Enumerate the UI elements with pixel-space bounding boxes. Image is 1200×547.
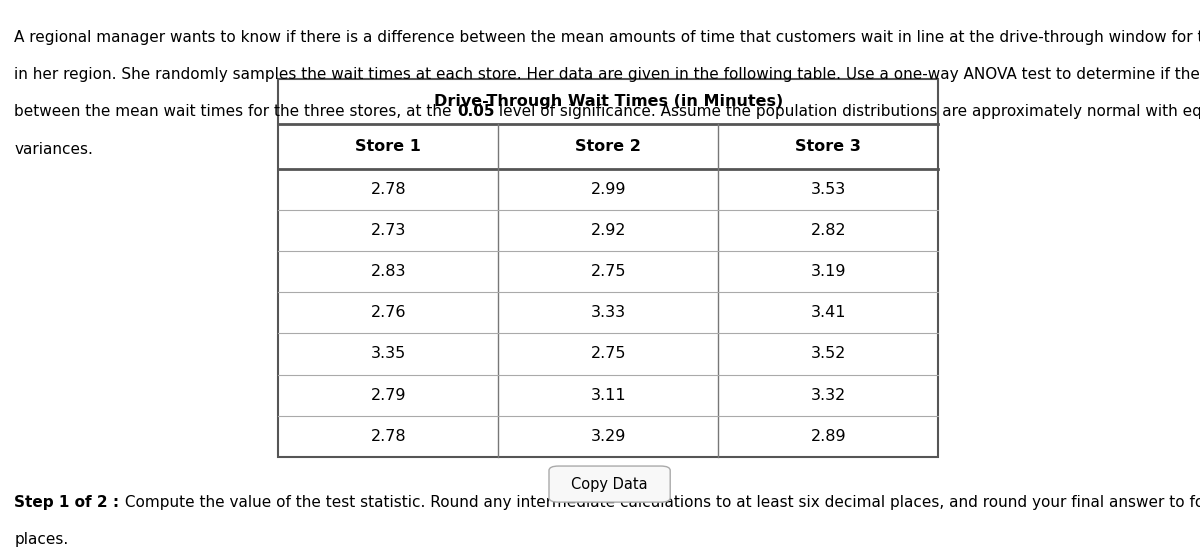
Text: Copy Data: Copy Data	[571, 476, 648, 492]
Text: variances.: variances.	[14, 142, 94, 156]
Text: between the mean wait times for the three stores, at the: between the mean wait times for the thre…	[14, 104, 457, 119]
Text: 2.76: 2.76	[371, 305, 406, 321]
Text: A regional manager wants to know if there is a difference between the mean amoun: A regional manager wants to know if ther…	[14, 30, 1200, 45]
Text: 2.82: 2.82	[810, 223, 846, 238]
Text: Store 1: Store 1	[355, 139, 421, 154]
Text: 2.79: 2.79	[371, 388, 406, 403]
Text: 3.41: 3.41	[811, 305, 846, 321]
Text: 3.53: 3.53	[811, 182, 846, 197]
Text: 3.32: 3.32	[811, 388, 846, 403]
Text: 2.89: 2.89	[810, 429, 846, 444]
Text: in her region. She randomly samples the wait times at each store. Her data are g: in her region. She randomly samples the …	[14, 67, 1200, 82]
Text: 2.99: 2.99	[590, 182, 626, 197]
Text: 3.11: 3.11	[590, 388, 626, 403]
Text: level of significance. Assume the population distributions are approximately nor: level of significance. Assume the popula…	[494, 104, 1200, 119]
Text: 2.83: 2.83	[371, 264, 406, 280]
Text: Compute the value of the test statistic. Round any intermediate calculations to : Compute the value of the test statistic.…	[120, 495, 1200, 510]
Text: places.: places.	[14, 532, 68, 547]
Text: 3.33: 3.33	[590, 305, 626, 321]
Text: 2.78: 2.78	[371, 182, 407, 197]
Text: 3.19: 3.19	[811, 264, 846, 280]
Text: 2.75: 2.75	[590, 346, 626, 362]
Text: Drive-Through Wait Times (in Minutes): Drive-Through Wait Times (in Minutes)	[433, 94, 784, 109]
Text: 2.75: 2.75	[590, 264, 626, 280]
Text: Store 2: Store 2	[576, 139, 641, 154]
Text: Step 1 of 2 :: Step 1 of 2 :	[14, 495, 120, 510]
Text: 0.05: 0.05	[457, 104, 494, 119]
Text: 3.52: 3.52	[811, 346, 846, 362]
Text: 2.73: 2.73	[371, 223, 406, 238]
Text: Store 3: Store 3	[796, 139, 862, 154]
Text: 3.35: 3.35	[371, 346, 406, 362]
Text: 2.92: 2.92	[590, 223, 626, 238]
Text: 2.78: 2.78	[371, 429, 407, 444]
Text: 3.29: 3.29	[590, 429, 626, 444]
